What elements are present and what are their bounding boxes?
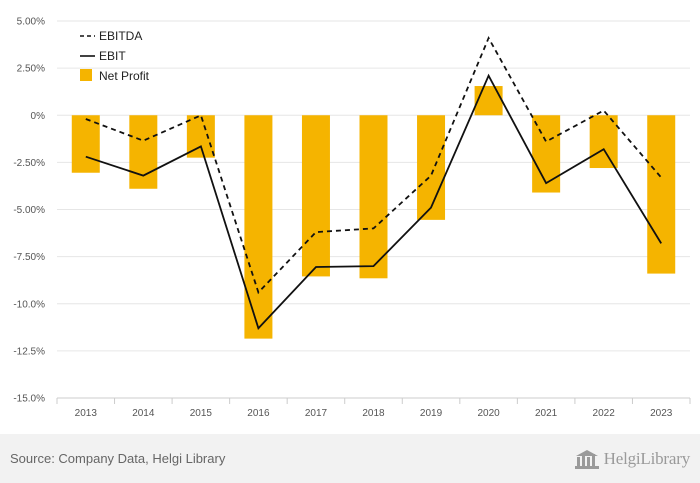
legend-label-net-profit: Net Profit [99,69,150,83]
x-tick-label: 2014 [132,408,155,419]
bar-net-profit-2017[interactable] [301,115,330,277]
bar-net-profit-2018[interactable] [359,115,388,279]
bar-net-profit-2023[interactable] [647,115,676,274]
x-tick-label: 2016 [247,408,270,419]
bar-net-profit-2016[interactable] [244,115,273,339]
x-tick-label: 2013 [75,408,98,419]
x-tick-label: 2019 [420,408,443,419]
x-tick-label: 2020 [477,408,500,419]
x-axis: 2013 2014 2015 2016 2017 2018 2019 2020 2021 2022… [56,397,691,419]
legend-label-ebit: EBIT [99,49,126,63]
bar-net-profit-2022[interactable] [589,115,618,169]
series-lines [85,35,662,331]
net-profit-bars [71,86,676,339]
x-tick-label: 2018 [362,408,385,419]
y-tick-label: -12.5% [13,346,45,357]
x-tick-label: 2021 [535,408,558,419]
legend: EBITDA EBIT Net Profit [80,29,150,83]
source-note: Source: Company Data, Helgi Library [10,451,226,466]
x-tick-label: 2023 [650,408,673,419]
chart: 5.00% 2.50% 0% -2.50% -5.00% -7.50% -10.0% -12.… [13,17,691,419]
y-tick-label: -10.0% [13,299,45,310]
y-tick-label: 0% [31,111,46,122]
line-ebit[interactable] [85,73,662,331]
library-building-icon [574,450,599,469]
legend-item-ebitda[interactable]: EBITDA [80,29,142,43]
legend-item-ebit[interactable]: EBIT [80,49,126,63]
x-tick-label: 2017 [305,408,328,419]
brand-logo[interactable]: HelgiLibrary [574,446,690,472]
legend-label-ebitda: EBITDA [99,29,142,43]
bar-net-profit-2021[interactable] [532,115,561,193]
legend-item-net-profit[interactable]: Net Profit [80,69,150,83]
y-tick-label: 2.50% [17,64,45,75]
x-tick-label: 2022 [593,408,616,419]
y-tick-label: -2.50% [13,158,45,169]
y-tick-label: -15.0% [13,394,45,405]
y-axis: 5.00% 2.50% 0% -2.50% -5.00% -7.50% -10.0% -12.… [13,17,45,405]
y-tick-label: -5.00% [13,205,45,216]
line-ebitda[interactable] [85,35,662,295]
y-tick-label: -7.50% [13,252,45,263]
footer: Source: Company Data, Helgi Library Helg… [0,434,700,483]
x-tick-label: 2015 [190,408,213,419]
bar-net-profit-2014[interactable] [129,115,158,189]
brand-name: HelgiLibrary [603,449,691,468]
bar-net-profit-2019[interactable] [417,115,446,220]
bar-net-profit-2020[interactable] [474,86,503,116]
legend-swatch-net-profit [80,69,92,81]
bar-net-profit-2013[interactable] [71,115,100,173]
y-tick-label: 5.00% [17,17,45,28]
